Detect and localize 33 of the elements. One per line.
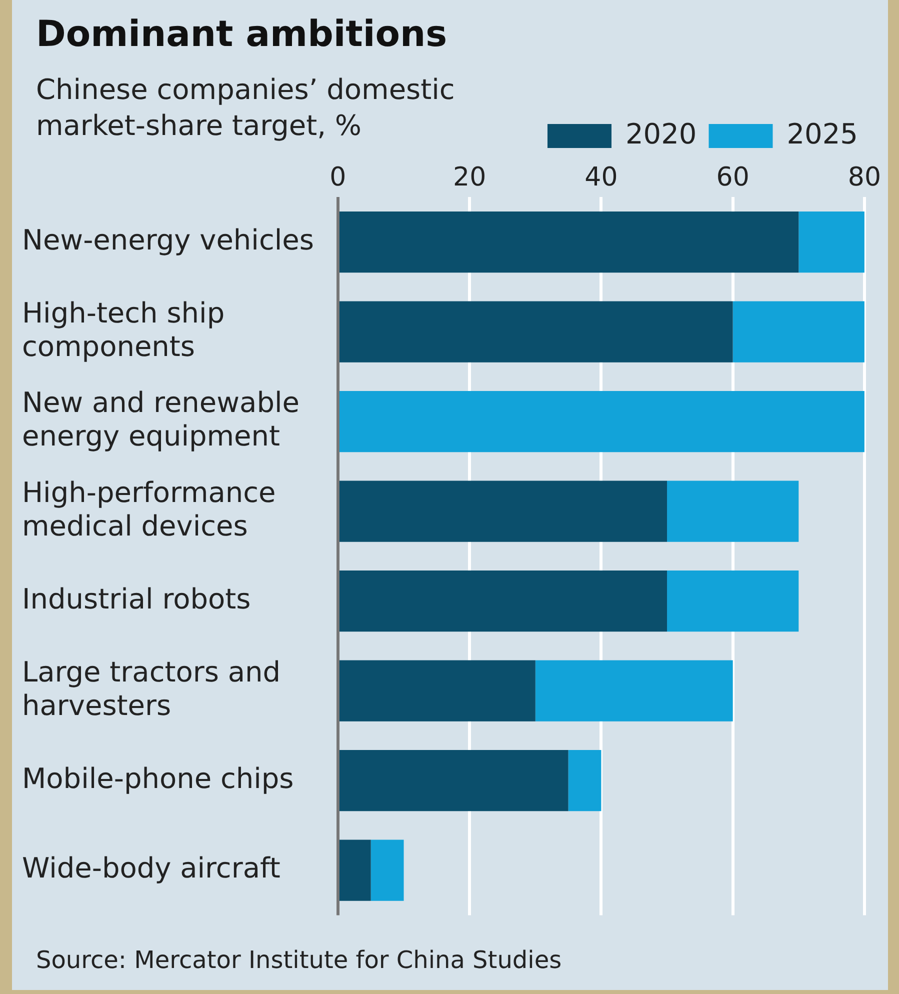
bar <box>339 570 668 632</box>
bar <box>339 750 568 812</box>
x-tick-label: 40 <box>584 162 618 192</box>
bar <box>370 840 404 901</box>
y-tick-label: New and renewable energy equipment <box>22 386 300 453</box>
bar <box>339 480 668 542</box>
bar <box>339 212 799 273</box>
y-tick-label: High-performance medical devices <box>22 476 276 542</box>
y-tick-label: Wide-body aircraft <box>22 852 280 885</box>
y-tick-label: Mobile-phone chips <box>22 762 294 795</box>
bar <box>667 480 799 542</box>
x-tick-label: 0 <box>330 162 346 192</box>
bar <box>339 391 864 452</box>
bar <box>339 660 536 722</box>
y-tick-label: Industrial robots <box>22 582 251 616</box>
x-tick-label: 80 <box>848 162 882 192</box>
y-tick-label: New-energy vehicles <box>22 223 314 256</box>
y-tick-label: Large tractors and harvesters <box>22 655 281 722</box>
bar <box>339 301 733 362</box>
legend-label: 2020 <box>625 117 697 150</box>
x-tick-label: 60 <box>716 162 750 192</box>
bar <box>667 570 799 632</box>
y-tick-label: High-tech ship components <box>22 296 225 363</box>
chart-title: Dominant ambitions <box>36 14 448 55</box>
source-note: Source: Mercator Institute for China Studies <box>36 946 562 974</box>
bar <box>568 750 602 812</box>
bar <box>535 660 733 722</box>
legend-label: 2025 <box>786 117 858 150</box>
bar <box>798 212 864 273</box>
chart-subtitle: Chinese companies’ domestic market-share target, % <box>36 72 456 144</box>
x-tick-label: 20 <box>453 162 486 192</box>
bar <box>339 840 371 901</box>
bar <box>732 301 864 362</box>
